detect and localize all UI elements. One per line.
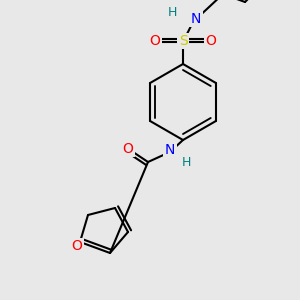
Text: O: O xyxy=(72,239,83,253)
Text: O: O xyxy=(206,34,216,48)
Text: N: N xyxy=(191,12,201,26)
Text: S: S xyxy=(178,34,188,48)
Text: O: O xyxy=(123,142,134,156)
Text: O: O xyxy=(150,34,160,48)
Text: H: H xyxy=(167,7,177,20)
Text: N: N xyxy=(165,143,175,157)
Text: H: H xyxy=(181,157,191,169)
